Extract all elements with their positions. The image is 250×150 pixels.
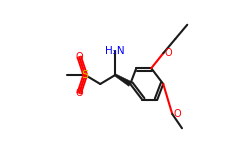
Text: O: O	[174, 109, 182, 119]
Text: H₂N: H₂N	[106, 46, 125, 56]
Text: O: O	[165, 48, 172, 58]
Text: O: O	[76, 88, 83, 98]
Text: S: S	[82, 70, 89, 80]
Text: O: O	[76, 52, 83, 62]
Polygon shape	[115, 74, 132, 86]
